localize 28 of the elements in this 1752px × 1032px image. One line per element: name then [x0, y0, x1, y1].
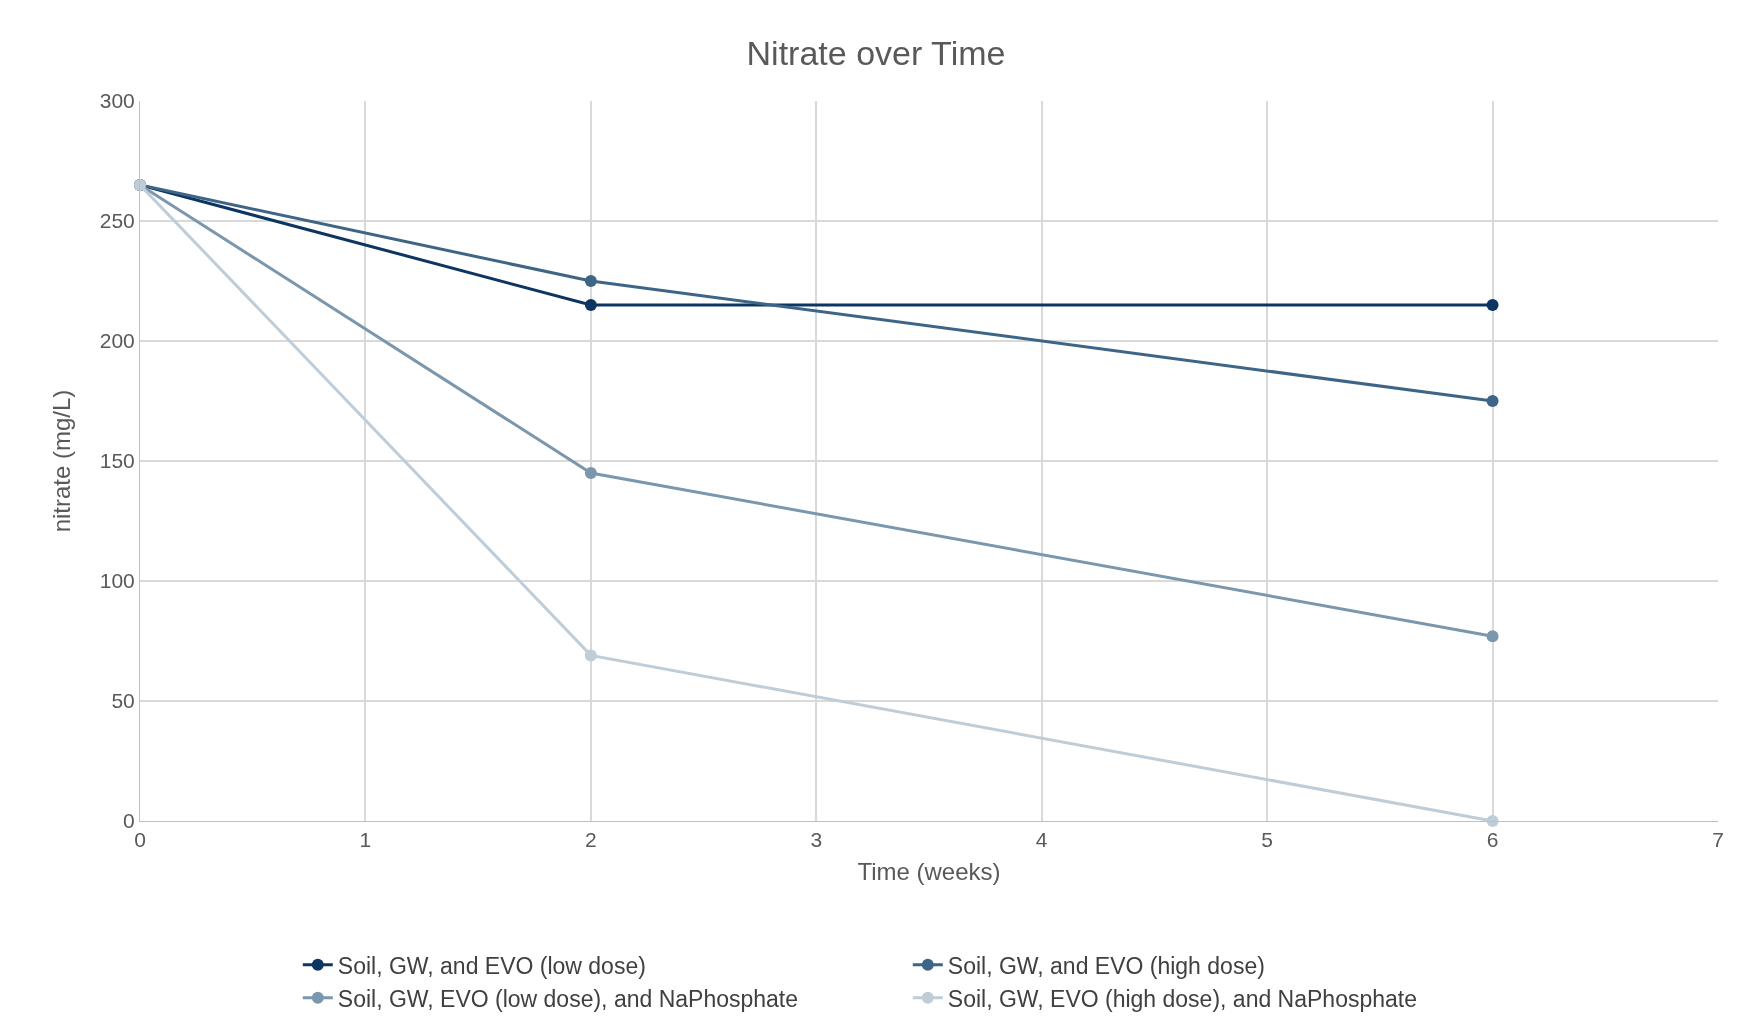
point [584, 275, 597, 287]
point [1486, 395, 1499, 407]
point [584, 649, 597, 662]
y-tick-label: 250 [99, 209, 135, 233]
y-tick-label: 100 [99, 569, 135, 593]
chart-title: Nitrate over Time [746, 34, 1006, 73]
x-tick-label: 7 [1712, 828, 1724, 852]
x-tick-label: 5 [1261, 828, 1273, 852]
legend-label: Soil, GW, EVO (high dose), and NaPhosphate [947, 985, 1417, 1012]
legend-label: Soil, GW, EVO (low dose), and NaPhosphate [337, 985, 799, 1012]
x-tick-label: 3 [810, 828, 823, 852]
point [1486, 630, 1499, 643]
y-axis-title: nitrate (mg/L) [47, 389, 75, 533]
point [584, 467, 597, 479]
x-tick-label: 4 [1035, 828, 1048, 852]
y-tick-label: 200 [99, 329, 135, 353]
x-axis-title: Time (weeks) [857, 857, 1001, 885]
legend-label: Soil, GW, and EVO (high dose) [947, 952, 1265, 979]
y-tick-label: 50 [111, 689, 135, 713]
legend-label: Soil, GW, and EVO (low dose) [337, 952, 646, 979]
x-tick-label: 1 [359, 828, 372, 852]
y-tick-label: 0 [123, 809, 135, 833]
y-tick-label: 300 [99, 89, 135, 113]
x-tick-label: 6 [1486, 828, 1499, 852]
y-tick-label: 150 [99, 449, 135, 473]
point [1486, 299, 1499, 311]
point [584, 299, 597, 311]
x-tick-label: 2 [585, 828, 597, 852]
